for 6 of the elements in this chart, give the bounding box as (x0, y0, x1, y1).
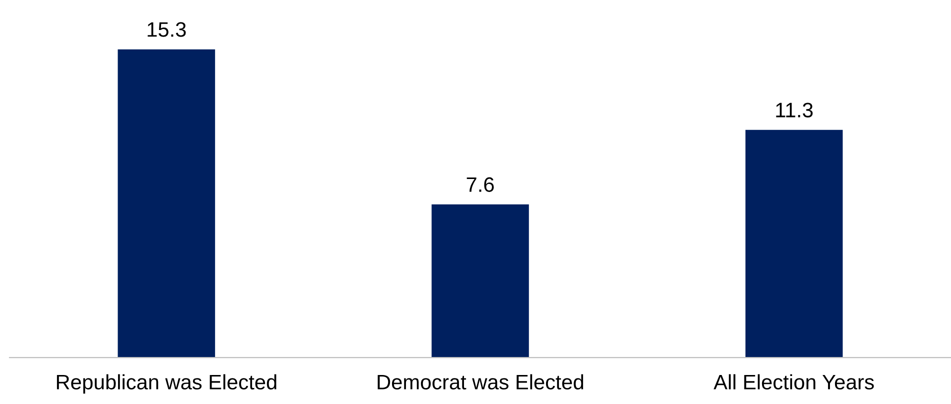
x-tick-label: Democrat was Elected (378, 374, 584, 390)
data-label: 7.6 (466, 177, 494, 192)
data-label: 11.3 (776, 102, 813, 118)
x-tick-label: Republican was Elected (56, 374, 276, 394)
x-tick-label: All Election Years (714, 374, 874, 390)
data-label: 15.3 (148, 22, 186, 37)
